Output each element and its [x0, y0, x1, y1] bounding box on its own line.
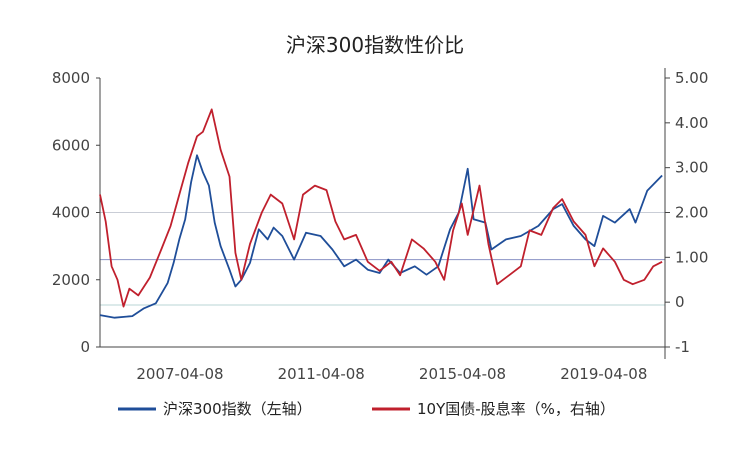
right-tick-label: 1.00: [675, 248, 708, 266]
series-lines: [99, 108, 663, 319]
left-tick-label: 6000: [52, 136, 90, 154]
x-tick-label: 2015-04-08: [419, 365, 506, 383]
right-tick-label: 0: [675, 293, 685, 311]
left-tick-label: 0: [80, 338, 90, 356]
series-line-yield-spread: [99, 108, 663, 308]
grid-lines: [100, 212, 665, 306]
legend: 沪深300指数（左轴） 10Y国债-股息率（%，右轴）: [118, 400, 615, 418]
chart-title: 沪深300指数性价比: [286, 33, 464, 57]
right-tick-label: 2.00: [675, 204, 708, 222]
x-tick-label: 2011-04-08: [278, 365, 365, 383]
series-line-hs300: [99, 154, 663, 319]
legend-label: 沪深300指数（左轴）: [163, 400, 312, 418]
x-tick-label: 2007-04-08: [136, 365, 223, 383]
x-tick-label: 2019-04-08: [560, 365, 647, 383]
right-tick-label: 5.00: [675, 69, 708, 87]
right-tick-label: 3.00: [675, 159, 708, 177]
legend-label: 10Y国债-股息率（%，右轴）: [417, 400, 615, 418]
axes: 0 2000 4000 6000 8000 -1 0 1.00 2.00 3.00 4.00 5.00…: [52, 68, 708, 383]
left-tick-label: 2000: [52, 271, 90, 289]
right-tick-label: -1: [675, 338, 690, 356]
left-tick-label: 8000: [52, 69, 90, 87]
left-tick-label: 4000: [52, 204, 90, 222]
right-tick-label: 4.00: [675, 114, 708, 132]
